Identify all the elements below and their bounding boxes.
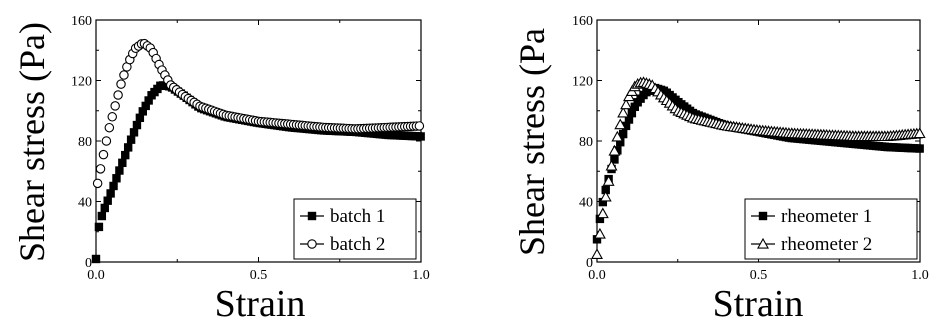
data-point — [605, 159, 618, 171]
data-point — [617, 106, 630, 118]
data-point — [118, 158, 127, 168]
data-point — [416, 132, 425, 141]
y-axis-title: Shear stress (Pa — [512, 28, 552, 256]
x-axis-title: Strain — [215, 283, 306, 322]
y-tick-label: 0 — [85, 256, 92, 271]
data-point — [593, 227, 606, 239]
y-tick-label: 120 — [71, 75, 92, 90]
series-2 — [92, 38, 425, 189]
y-tick-label: 160 — [71, 14, 92, 29]
legend-marker — [758, 211, 768, 221]
data-point — [608, 144, 621, 156]
x-tick-label: 0.0 — [588, 268, 606, 283]
y-axis-title: Shear stress (Pa) — [12, 22, 52, 262]
data-point — [110, 101, 120, 111]
data-point — [141, 101, 150, 111]
data-point — [109, 181, 118, 191]
series-2 — [591, 76, 926, 260]
legend-box — [293, 198, 417, 260]
data-point — [116, 79, 126, 89]
data-point — [616, 138, 625, 147]
data-point — [624, 115, 634, 124]
data-point — [106, 189, 115, 198]
data-point — [610, 155, 619, 164]
data-point — [97, 211, 107, 221]
y-tick-label: 120 — [572, 75, 593, 90]
data-point — [595, 214, 605, 224]
legend-marker — [307, 211, 317, 221]
y-tick-label: 0 — [586, 256, 593, 271]
plot-area: 0 40 80 120 160 0.0 0.5 1.0 — [572, 14, 929, 283]
data-point — [115, 166, 124, 175]
y-tick-label: 40 — [579, 196, 593, 211]
data-point — [94, 222, 104, 232]
data-point — [135, 113, 145, 123]
data-point — [113, 90, 123, 100]
data-point — [100, 203, 109, 213]
data-point — [627, 108, 637, 118]
y-tick-label: 40 — [78, 196, 92, 211]
data-point — [618, 129, 628, 139]
data-point — [602, 175, 615, 186]
data-point — [414, 121, 425, 131]
data-point — [601, 185, 610, 195]
legend-label: batch 2 — [330, 234, 385, 255]
data-point — [913, 127, 926, 139]
x-tick-label: 1.0 — [911, 268, 929, 283]
data-point — [103, 196, 112, 205]
x-tick-label: 1.0 — [412, 268, 430, 283]
data-point — [138, 107, 147, 116]
data-point — [596, 207, 609, 219]
legend-marker — [307, 239, 317, 249]
x-tick-label: 0.5 — [750, 268, 768, 283]
data-point — [95, 164, 106, 174]
data-point — [614, 118, 627, 130]
data-point — [112, 174, 121, 183]
data-point — [620, 98, 633, 110]
legend: batch 1 batch 2 — [293, 198, 417, 260]
data-point — [104, 122, 115, 133]
legend-label: batch 1 — [330, 206, 385, 227]
data-point — [92, 178, 103, 189]
data-point — [119, 70, 129, 80]
data-point — [101, 136, 112, 146]
data-point — [915, 144, 924, 153]
data-point — [611, 130, 624, 142]
x-tick-label: 0.0 — [87, 268, 105, 283]
data-point — [591, 248, 603, 260]
data-point — [121, 150, 130, 160]
data-point — [144, 96, 153, 105]
data-point — [630, 102, 639, 112]
chart-panel-right: Shear stress (Pa Strain 0 40 80 120 160 0.0 0.… — [512, 14, 929, 322]
data-point — [107, 112, 118, 122]
data-point — [129, 128, 139, 137]
legend-label: rheometer 1 — [781, 206, 872, 227]
data-point — [599, 190, 612, 202]
data-point — [132, 120, 142, 130]
x-tick-label: 0.5 — [250, 268, 268, 283]
legend-label: rheometer 2 — [781, 234, 872, 255]
y-tick-label: 80 — [579, 135, 593, 150]
data-point — [598, 197, 608, 207]
data-point — [592, 235, 602, 244]
data-point — [123, 143, 133, 152]
data-point — [621, 121, 631, 131]
data-point — [623, 90, 635, 102]
data-point — [126, 135, 136, 144]
legend: rheometer 1 rheometer 2 — [744, 198, 918, 260]
x-axis-title: Strain — [713, 283, 804, 322]
data-point — [91, 254, 101, 264]
y-tick-label: 160 — [572, 14, 593, 29]
plot-area: 0 40 80 120 160 0.0 0.5 1.0 — [71, 14, 430, 283]
legend-marker — [757, 237, 769, 249]
y-tick-label: 80 — [78, 135, 92, 150]
legend-box — [744, 198, 918, 260]
data-point — [98, 149, 109, 160]
